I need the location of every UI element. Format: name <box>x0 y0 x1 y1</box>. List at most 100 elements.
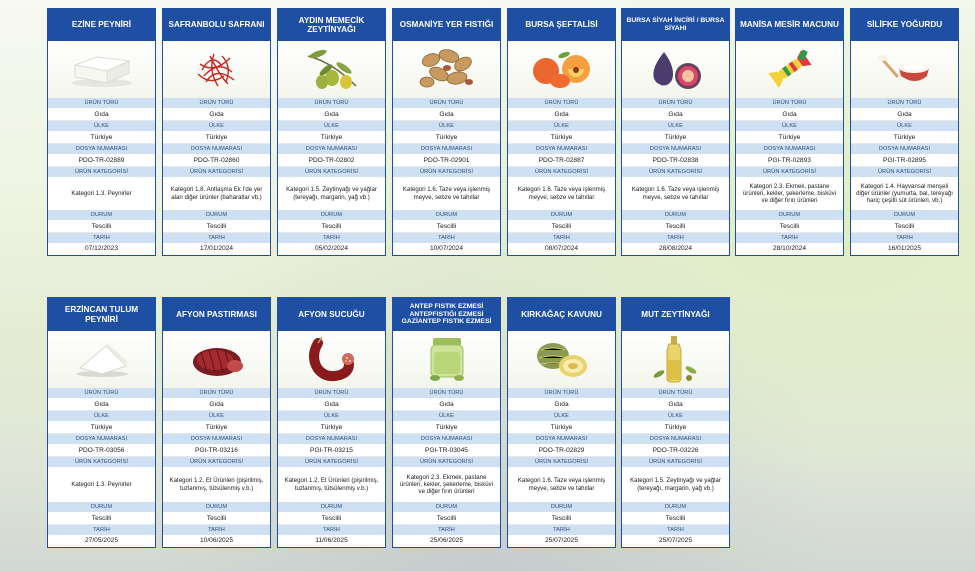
date-value: 16/01/2025 <box>887 245 921 252</box>
product-type-value: Gıda <box>48 398 155 411</box>
date-value: 17/01/2024 <box>199 245 233 252</box>
product-image <box>393 41 500 98</box>
file-number-value: PGI-TR-02895 <box>851 154 958 167</box>
status-label: DURUM <box>163 210 270 220</box>
file-number-label: DOSYA NUMARASI <box>393 434 500 444</box>
status-label: DURUM <box>163 502 270 512</box>
product-image <box>163 331 270 388</box>
country-label: ÜLKE <box>48 411 155 421</box>
status-value: Tescilli <box>393 220 500 233</box>
category-value: Kategori 2.3. Ekmek, pastane ürünleri, k… <box>742 182 837 205</box>
product-type-value: Gıda <box>508 398 615 411</box>
country-label: ÜLKE <box>736 121 843 131</box>
product-image <box>508 41 615 98</box>
file-number-label: DOSYA NUMARASI <box>622 144 729 154</box>
product-title: AYDIN MEMECİK ZEYTİNYAĞI <box>278 9 385 41</box>
pistachio-paste-icon <box>425 334 469 386</box>
file-number-value: PDO-TR-02802 <box>278 154 385 167</box>
product-image <box>851 41 958 98</box>
status-label: DURUM <box>278 502 385 512</box>
product-title: OSMANİYE YER FISTIĞI <box>393 9 500 41</box>
product-title: EZİNE PEYNİRİ <box>48 9 155 41</box>
olive-icon <box>304 46 360 94</box>
category-label: ÜRÜN KATEGORİSİ <box>736 167 843 177</box>
product-card: AFYON SUCUĞU ÜRÜN TÜRÜ Gıda ÜLKE Türkiye… <box>277 297 386 548</box>
product-type-value: Gıda <box>393 398 500 411</box>
date-value: 25/06/2025 <box>429 537 463 544</box>
product-card: ERZİNCAN TULUM PEYNİRİ ÜRÜN TÜRÜ Gıda ÜL… <box>47 297 156 548</box>
product-type-value: Gıda <box>508 108 615 121</box>
file-number-label: DOSYA NUMARASI <box>163 144 270 154</box>
date-label: TARİH <box>851 233 958 243</box>
product-type-value: Gıda <box>851 108 958 121</box>
yogurt-icon <box>875 46 935 94</box>
peach-icon <box>530 47 594 93</box>
date-value: 25/07/2025 <box>658 537 692 544</box>
product-type-label: ÜRÜN TÜRÜ <box>622 388 729 398</box>
category-label: ÜRÜN KATEGORİSİ <box>278 457 385 467</box>
category-label: ÜRÜN KATEGORİSİ <box>622 457 729 467</box>
category-value: Kategori 1.8. Antlaşma Ek I'de yer alan … <box>170 186 263 201</box>
product-title: BURSA ŞEFTALİSİ <box>508 9 615 41</box>
category-value: Kategori 2.3. Ekmek, pastane ürünleri, k… <box>399 473 494 496</box>
date-label: TARİH <box>622 233 729 243</box>
product-title: SAFRANBOLU SAFRANI <box>163 9 270 41</box>
category-label: ÜRÜN KATEGORİSİ <box>48 167 155 177</box>
category-value: Kategori 1.6. Taze veya işlenmiş meyve, … <box>631 186 720 201</box>
status-value: Tescilli <box>508 512 615 525</box>
product-card: AFYON PASTIRMASI ÜRÜN TÜRÜ Gıda ÜLKE Tür… <box>162 297 271 548</box>
category-value: Kategori 1.3. Peynirler <box>71 480 132 488</box>
file-number-value: PDO-TR-02887 <box>508 154 615 167</box>
peanut-icon <box>417 46 477 94</box>
status-label: DURUM <box>622 502 729 512</box>
file-number-value: PGI-TR-03216 <box>163 444 270 457</box>
file-number-value: PDO-TR-02889 <box>48 154 155 167</box>
product-card: EZİNE PEYNİRİ ÜRÜN TÜRÜ Gıda ÜLKE Türkiy… <box>47 8 156 256</box>
file-number-label: DOSYA NUMARASI <box>508 144 615 154</box>
product-image <box>393 331 500 388</box>
country-value: Türkiye <box>48 131 155 144</box>
file-number-label: DOSYA NUMARASI <box>851 144 958 154</box>
category-label: ÜRÜN KATEGORİSİ <box>48 457 155 467</box>
file-number-value: PGI-TR-03215 <box>278 444 385 457</box>
product-card: MANİSA MESİR MACUNU ÜRÜN TÜRÜ Gıda ÜLKE … <box>735 8 844 256</box>
category-value: Kategori 1.4. Hayvansal menşeli diğer ür… <box>856 182 953 205</box>
product-card: KIRKAĞAÇ KAVUNU ÜRÜN TÜRÜ Gıda ÜLKE Türk… <box>507 297 616 548</box>
product-type-value: Gıda <box>622 108 729 121</box>
date-label: TARİH <box>48 525 155 535</box>
product-image <box>736 41 843 98</box>
category-label: ÜRÜN KATEGORİSİ <box>163 457 270 467</box>
date-label: TARİH <box>163 525 270 535</box>
product-card: BURSA ŞEFTALİSİ ÜRÜN TÜRÜ Gıda ÜLKE Türk… <box>507 8 616 256</box>
country-value: Türkiye <box>851 131 958 144</box>
status-value: Tescilli <box>508 220 615 233</box>
product-title: BURSA SİYAH İNCİRİ / BURSA SİYAHI <box>622 9 729 41</box>
olive-oil-icon <box>651 334 701 386</box>
date-value: 28/10/2024 <box>772 245 806 252</box>
product-type-label: ÜRÜN TÜRÜ <box>163 98 270 108</box>
status-label: DURUM <box>48 210 155 220</box>
file-number-value: PDO-TR-03226 <box>622 444 729 457</box>
product-type-value: Gıda <box>163 398 270 411</box>
product-title: SİLİFKE YOĞURDU <box>851 9 958 41</box>
product-title: MUT ZEYTİNYAĞI <box>622 298 729 331</box>
product-title: AFYON PASTIRMASI <box>163 298 270 331</box>
country-label: ÜLKE <box>851 121 958 131</box>
product-title: ERZİNCAN TULUM PEYNİRİ <box>48 298 155 331</box>
product-title: MANİSA MESİR MACUNU <box>736 9 843 41</box>
file-number-value: PGI-TR-03045 <box>393 444 500 457</box>
file-number-value: PDO-TR-02838 <box>622 154 729 167</box>
candy-icon <box>762 46 818 94</box>
country-value: Türkiye <box>278 131 385 144</box>
file-number-label: DOSYA NUMARASI <box>736 144 843 154</box>
country-label: ÜLKE <box>508 411 615 421</box>
category-value: Kategori 1.5. Zeytinyağı ve yağlar (tere… <box>630 477 721 492</box>
product-image <box>278 41 385 98</box>
product-image <box>48 331 155 388</box>
file-number-label: DOSYA NUMARASI <box>48 434 155 444</box>
date-label: TARİH <box>278 233 385 243</box>
category-value: Kategori 1.6. Taze veya işlenmiş meyve, … <box>517 186 606 201</box>
product-type-label: ÜRÜN TÜRÜ <box>278 388 385 398</box>
status-label: DURUM <box>508 210 615 220</box>
status-label: DURUM <box>393 210 500 220</box>
